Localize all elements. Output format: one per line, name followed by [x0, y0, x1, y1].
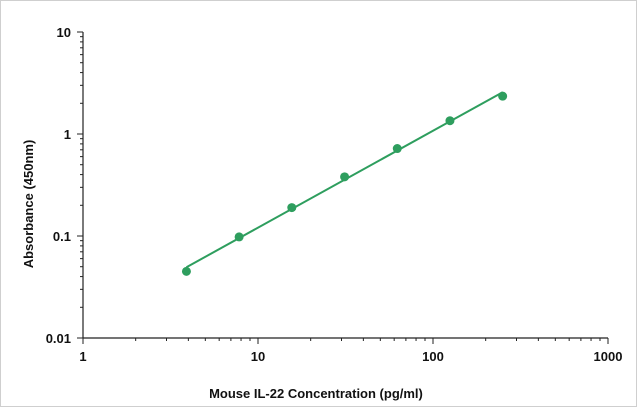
y-axis-title: Absorbance (450nm) — [21, 140, 36, 269]
data-point — [234, 232, 244, 242]
x-tick-label: 1 — [79, 349, 86, 364]
data-points — [181, 91, 508, 276]
x-tick-label: 100 — [422, 349, 444, 364]
y-tick-label: 0.01 — [46, 331, 71, 346]
data-point — [181, 266, 191, 276]
x-tick-label: 10 — [251, 349, 265, 364]
data-point — [287, 203, 297, 213]
y-tick-label: 1 — [64, 127, 71, 142]
data-point — [340, 172, 350, 182]
data-point — [445, 116, 455, 126]
x-axis-title: Mouse IL-22 Concentration (pg/ml) — [209, 386, 423, 401]
tick-labels: 1 10 100 1000 10 1 0.1 0.01 — [46, 25, 623, 364]
y-tick-label: 0.1 — [53, 229, 71, 244]
x-tick-label: 1000 — [594, 349, 623, 364]
data-point — [498, 91, 508, 101]
axis-ticks — [77, 31, 609, 344]
y-tick-label: 10 — [57, 25, 71, 40]
data-point — [392, 144, 402, 154]
axes — [82, 32, 608, 339]
